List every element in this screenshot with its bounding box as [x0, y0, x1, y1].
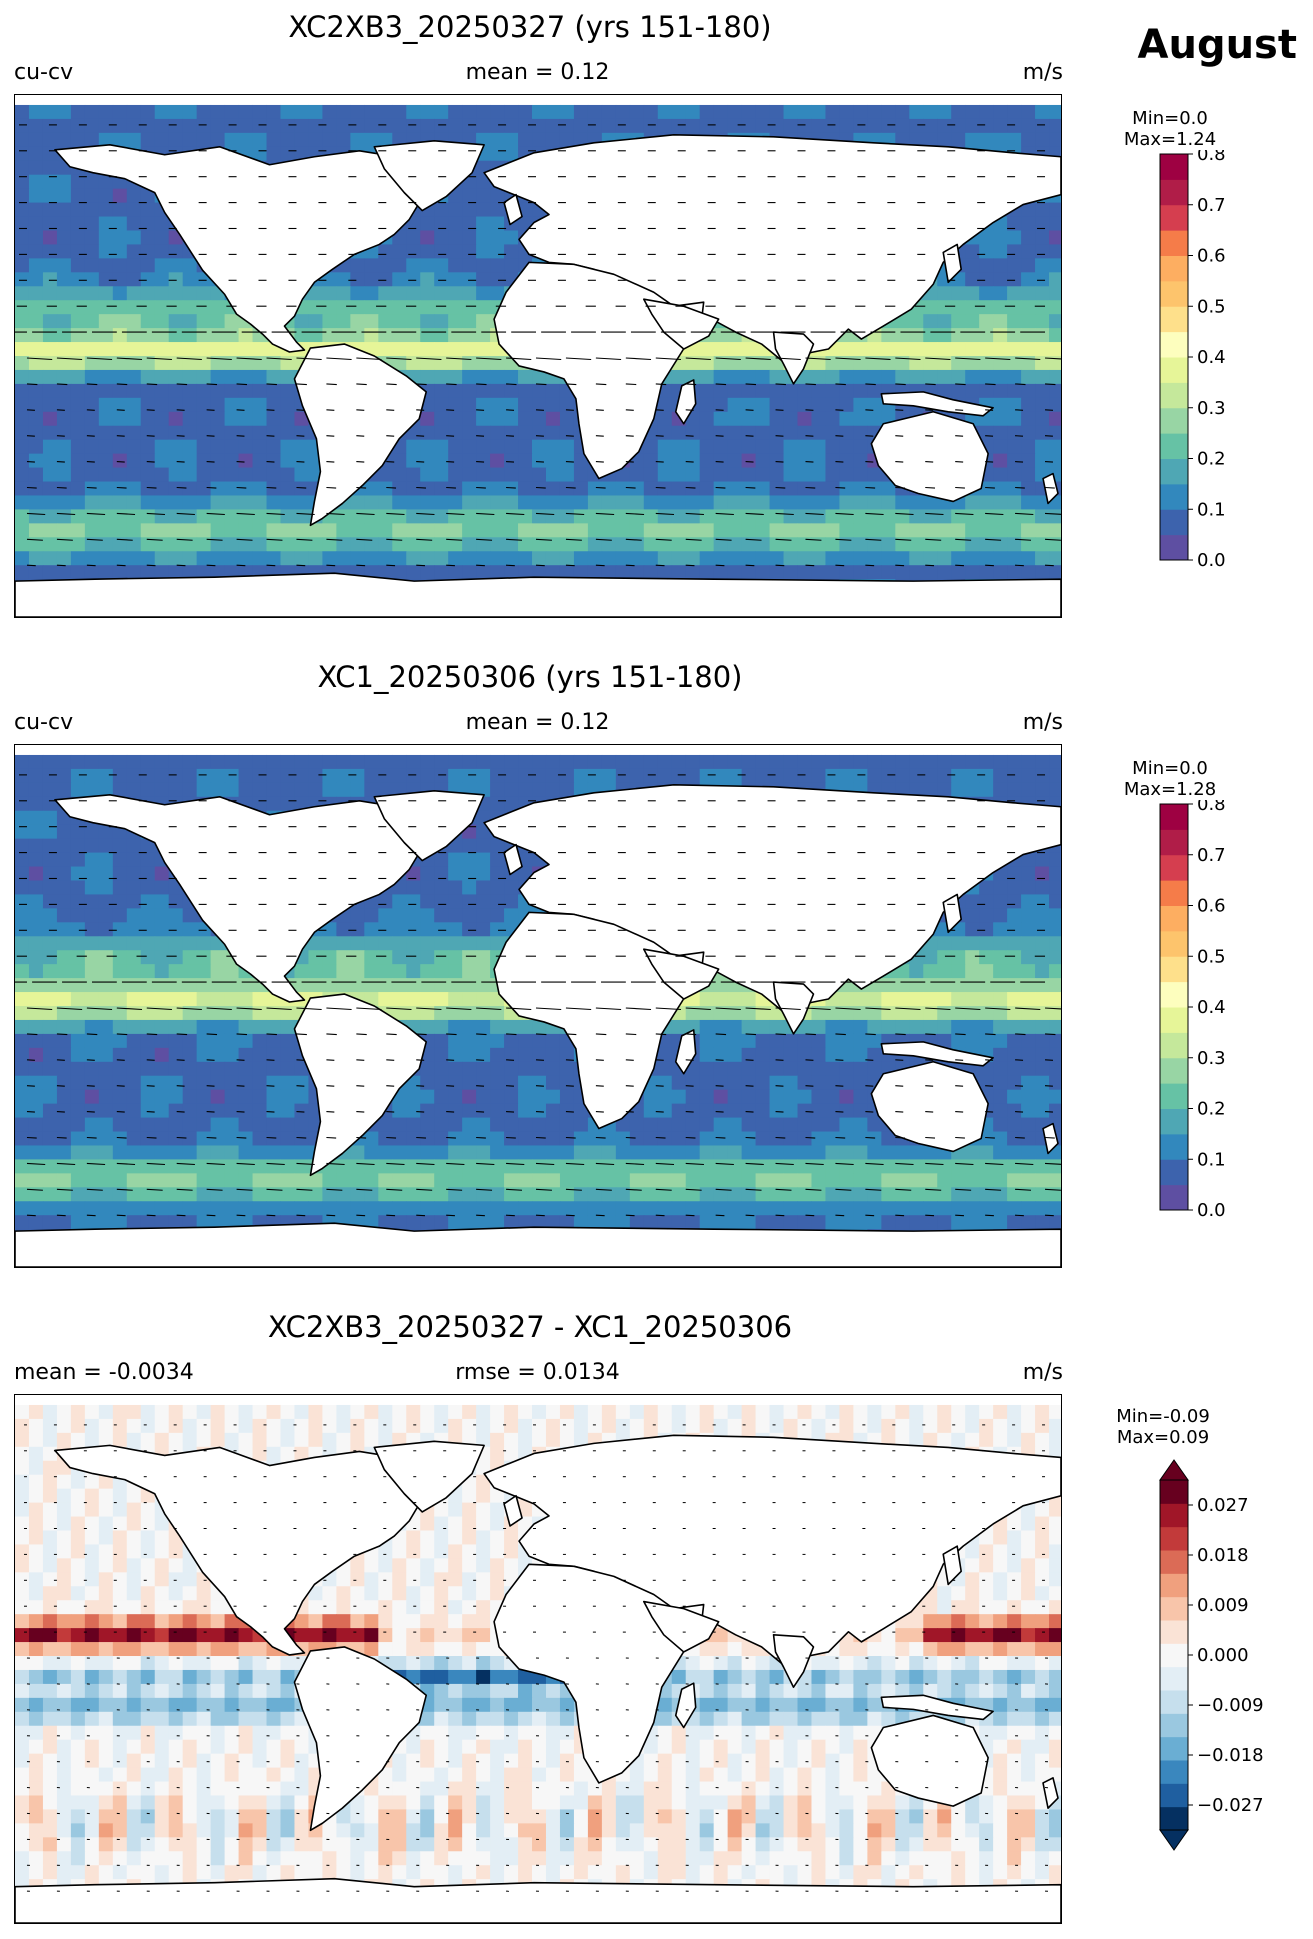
land-antarctica	[15, 1222, 1061, 1267]
velocity-arrows	[23, 1424, 1049, 1892]
land-greenland	[373, 790, 485, 862]
colorbar-tick-label: 0.1	[1197, 1149, 1226, 1170]
colorbar-tick-label: 0.6	[1197, 896, 1226, 917]
month-title: August	[1137, 22, 1297, 68]
colorbar-tick-label: 0.5	[1197, 946, 1226, 967]
panel-1-map	[14, 94, 1062, 618]
panel-2-units-label: m/s	[1022, 710, 1063, 735]
land-antarctica	[15, 572, 1061, 617]
colorbar-tick-label: 0.018	[1197, 1545, 1249, 1566]
land-madagascar	[674, 379, 697, 425]
panel-2-colorbar: 0.0 0.1 0.2 0.3 0.4 0.5 0.6 0.7 0.8	[1150, 800, 1270, 1220]
panel-3-minmax: Min=-0.09 Max=0.09	[1098, 1406, 1228, 1448]
panel-1-min-label: Min=0.0	[1132, 108, 1208, 129]
landmasses	[15, 134, 1061, 617]
colorbar-tick-label: 0.6	[1197, 246, 1226, 267]
panel-2-min-label: Min=0.0	[1132, 758, 1208, 779]
land-arabia	[642, 1600, 720, 1653]
panel-3-min-label: Min=-0.09	[1116, 1406, 1210, 1427]
land-australia	[870, 1060, 989, 1153]
landmasses	[15, 1434, 1061, 1923]
land-uk	[503, 193, 523, 226]
colorbar-tick-label: 0.7	[1197, 845, 1226, 866]
landmasses	[15, 784, 1061, 1267]
panel-3-max-label: Max=0.09	[1116, 1427, 1210, 1448]
land-india	[772, 1634, 815, 1689]
colorbar-tick-label: 0.027	[1197, 1495, 1249, 1516]
colorbar-tick-label: 0.0	[1197, 1200, 1226, 1220]
panel-2-max-label: Max=1.28	[1123, 779, 1217, 800]
colorbar-tick-label: −0.027	[1197, 1795, 1264, 1816]
land-new-zealand	[1042, 1777, 1059, 1809]
land-new-zealand	[1042, 1122, 1059, 1155]
land-madagascar	[674, 1682, 697, 1729]
land-se-asia-islands	[880, 1694, 994, 1721]
colorbar-swatches	[1160, 804, 1188, 1211]
panel-1-max-label: Max=1.24	[1123, 129, 1217, 150]
panel-3-rmse-label: rmse = 0.0134	[455, 1360, 620, 1385]
land-greenland	[373, 140, 485, 212]
panel-2-variable-label: cu-cv	[14, 710, 74, 735]
colorbar-tick-label: 0.2	[1197, 449, 1226, 470]
land-india	[772, 331, 815, 385]
panel-1-units-label: m/s	[1022, 60, 1063, 85]
land-japan	[942, 1545, 962, 1586]
land-antarctica	[15, 1877, 1061, 1923]
colorbar-tick-label: 0.1	[1197, 499, 1226, 520]
land-south-america	[293, 1646, 428, 1832]
land-uk	[503, 843, 523, 876]
velocity-arrows	[15, 124, 1061, 567]
panel-1-colorbar: 0.0 0.1 0.2 0.3 0.4 0.5 0.6 0.7 0.8	[1150, 150, 1270, 570]
land-india	[772, 981, 815, 1035]
panel-1-variable-label: cu-cv	[14, 60, 74, 85]
panel-2-minmax: Min=0.0 Max=1.28	[1110, 758, 1230, 800]
panel-1-mean-label: mean = 0.12	[465, 60, 610, 85]
colorbar-swatches	[1160, 1480, 1188, 1831]
velocity-arrows	[15, 774, 1061, 1217]
panel-3-title: XC2XB3_20250327 - XC1_20250306	[267, 1310, 793, 1344]
panel-3-colorbar: −0.027 −0.018 −0.009 0.000 0.009 0.018 0.027	[1150, 1458, 1270, 1858]
panel-3-mean-label: mean = -0.0034	[14, 1360, 194, 1385]
panel-2-title: XC1_20250306 (yrs 151-180)	[317, 660, 743, 694]
colorbar-tick-label: 0.000	[1197, 1645, 1249, 1666]
land-australia	[870, 1714, 989, 1807]
land-south-america	[293, 993, 428, 1177]
panel-2-mean-label: mean = 0.12	[465, 710, 610, 735]
land-south-america	[293, 343, 428, 527]
land-greenland	[373, 1440, 485, 1513]
colorbar-tick-label: 0.2	[1197, 1099, 1226, 1120]
colorbar-tick-label: 0.3	[1197, 1048, 1226, 1069]
land-madagascar	[674, 1029, 697, 1075]
colorbar-tick-label: 0.4	[1197, 997, 1226, 1018]
colorbar-tick-label: −0.009	[1197, 1695, 1264, 1716]
colorbar-tick-label: 0.7	[1197, 195, 1226, 216]
land-africa	[493, 1563, 705, 1784]
panel-2-map	[14, 744, 1062, 1268]
colorbar-tick-label: −0.018	[1197, 1745, 1264, 1766]
land-north-america	[54, 794, 426, 1003]
colorbar-tick-label: 0.009	[1197, 1595, 1249, 1616]
panel-1-minmax: Min=0.0 Max=1.24	[1110, 108, 1230, 150]
land-arabia	[642, 948, 720, 1000]
land-se-asia-islands	[880, 391, 994, 417]
colorbar-tick-label: 0.0	[1197, 550, 1226, 570]
colorbar-tick-label: 0.3	[1197, 398, 1226, 419]
land-new-zealand	[1042, 472, 1059, 505]
colorbar-tick-label: 0.4	[1197, 347, 1226, 368]
colorbar-swatches	[1160, 154, 1188, 561]
panel-1-title: XC2XB3_20250327 (yrs 151-180)	[288, 10, 772, 44]
colorbar-tick-label: 0.8	[1197, 150, 1226, 165]
land-australia	[870, 410, 989, 503]
land-uk	[503, 1494, 523, 1527]
colorbar-tick-label: 0.5	[1197, 296, 1226, 317]
panel-3-map	[14, 1394, 1062, 1924]
land-north-america	[54, 144, 426, 353]
colorbar-tick-label: 0.8	[1197, 800, 1226, 815]
land-arabia	[642, 298, 720, 350]
panel-3-units-label: m/s	[1022, 1360, 1063, 1385]
land-se-asia-islands	[880, 1041, 994, 1067]
